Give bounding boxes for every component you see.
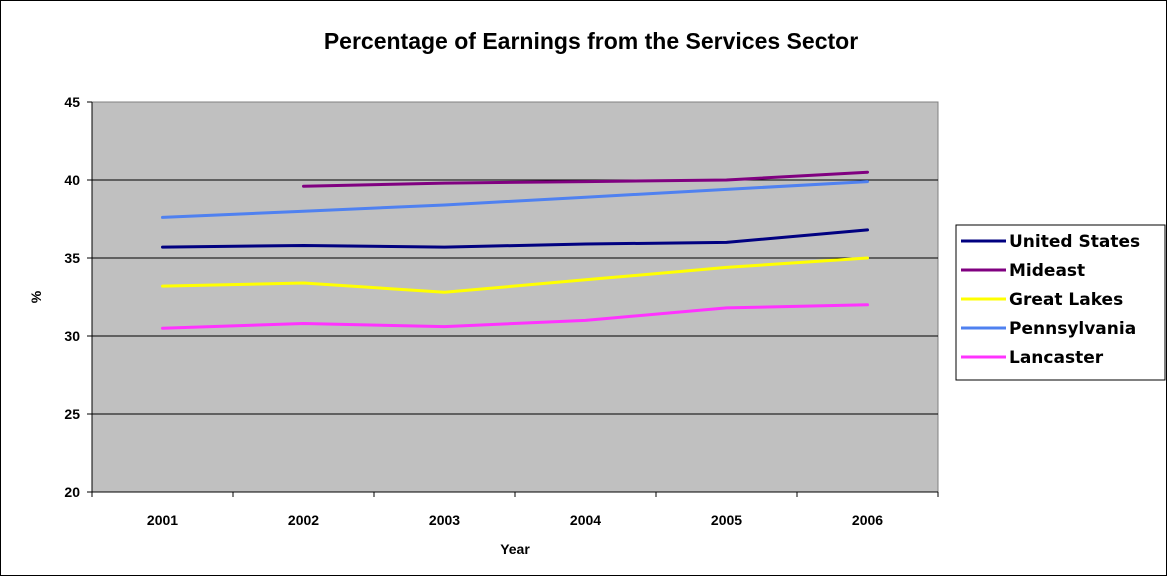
series-line-mideast xyxy=(302,170,869,188)
y-tick-label: 30 xyxy=(64,328,80,344)
y-tick-label: 40 xyxy=(64,172,80,188)
x-axis-ticks: 2001 2002 2003 2004 2005 2006 xyxy=(91,491,939,528)
chart-title: Percentage of Earnings from the Services… xyxy=(324,28,858,54)
legend-label: Pennsylvania xyxy=(1009,319,1136,339)
y-tick-label: 45 xyxy=(64,94,80,110)
gridlines xyxy=(92,179,938,415)
y-tick-label: 25 xyxy=(64,406,80,422)
series-line-lancaster xyxy=(161,303,869,330)
x-tick-label: 2005 xyxy=(711,512,742,528)
legend-label: Great Lakes xyxy=(1009,290,1123,310)
x-tick-label: 2001 xyxy=(147,512,178,528)
x-tick-label: 2003 xyxy=(429,512,460,528)
y-tick-label: 35 xyxy=(64,250,80,266)
y-axis-ticks: 20 25 30 35 40 45 xyxy=(64,94,93,500)
x-tick-label: 2006 xyxy=(852,512,883,528)
x-tick-label: 2004 xyxy=(570,512,601,528)
series-line-united-states xyxy=(161,228,869,249)
series-line-great-lakes xyxy=(161,256,869,294)
legend-label: Lancaster xyxy=(1009,348,1104,368)
series-line-pennsylvania xyxy=(161,180,869,219)
legend-label: United States xyxy=(1009,232,1140,252)
y-axis-label: % xyxy=(28,290,44,303)
plot-area xyxy=(91,101,939,493)
legend-box xyxy=(955,224,1166,381)
series-lines xyxy=(161,170,869,330)
x-tick-label: 2002 xyxy=(288,512,319,528)
legend-label: Mideast xyxy=(1009,261,1085,281)
x-axis-label: Year xyxy=(500,541,530,557)
y-tick-label: 20 xyxy=(64,484,80,500)
legend: United States Mideast Great Lakes Pennsylva… xyxy=(955,224,1166,381)
